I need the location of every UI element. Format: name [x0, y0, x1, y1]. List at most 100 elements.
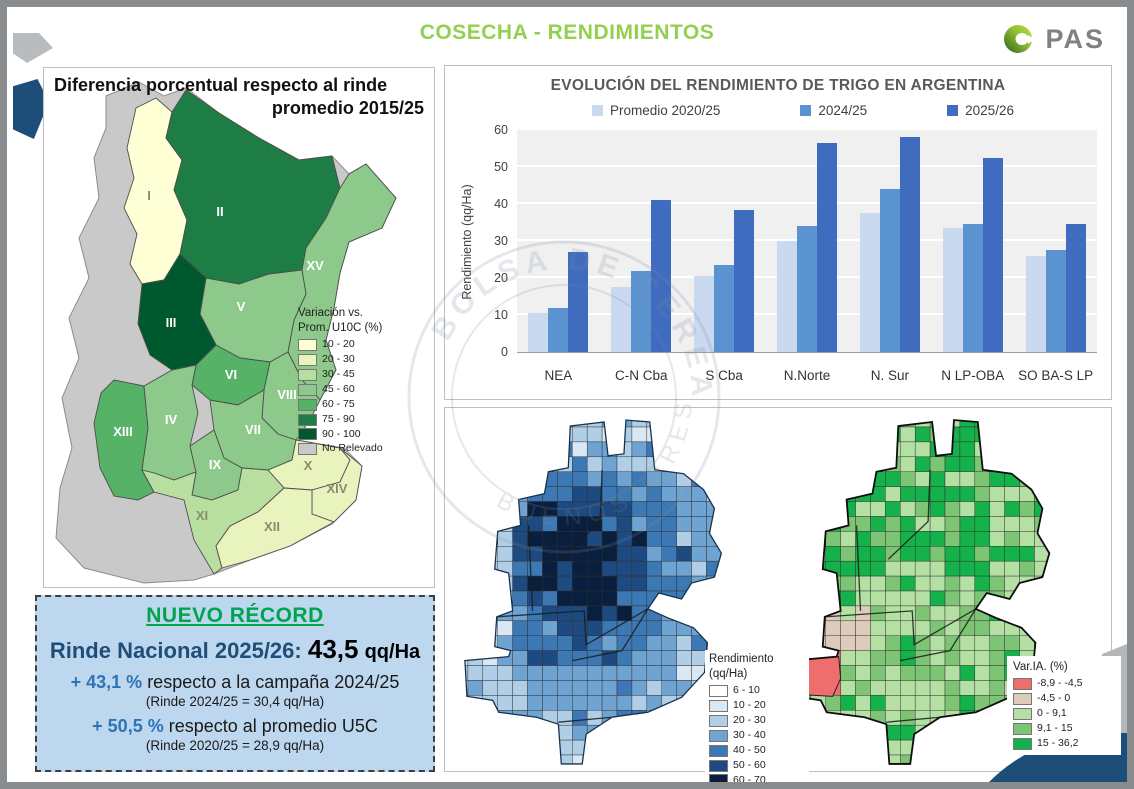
legend-swatch	[709, 759, 728, 772]
legend-swatch	[1013, 722, 1032, 735]
legend-swatch	[298, 443, 317, 456]
legend-label: 6 - 10	[733, 684, 760, 697]
legend-item: 75 - 90	[298, 413, 426, 427]
legend-label: 60 - 70	[733, 773, 766, 786]
pas-logo: PAS	[999, 19, 1105, 59]
pas-logo-text: PAS	[1045, 23, 1105, 54]
legend-swatch	[800, 105, 812, 116]
legend-label: 15 - 36,2	[1037, 736, 1079, 749]
legend-item: 90 - 100	[298, 428, 426, 442]
legend-label: 30 - 40	[733, 728, 766, 741]
y-tick: 10	[494, 308, 508, 323]
legend-label: 40 - 50	[733, 743, 766, 756]
legend-swatch	[709, 744, 728, 757]
legend-swatch	[298, 398, 317, 411]
bar	[942, 228, 963, 352]
legend-swatch	[709, 714, 728, 727]
legend-item: 60 - 70	[709, 773, 805, 786]
legend-item: 20 - 30	[709, 714, 805, 728]
bar-group-C-N Cba	[600, 130, 683, 352]
region-label-VI: VI	[225, 367, 237, 382]
legend-swatch	[298, 368, 317, 381]
legend-swatch	[1013, 707, 1032, 720]
x-tick-label: N.Norte	[783, 368, 831, 383]
x-axis-labels: NEA C-N Cba S Cba N.Norte N. Sur N LP-OBA SO B…	[517, 368, 1097, 383]
vs-average-line: + 50,5 % respecto al promedio U5C	[92, 716, 378, 736]
region-label-XIV: XIV	[327, 481, 348, 496]
x-tick-label: C-N Cba	[615, 368, 668, 383]
legend-item: 45 - 60	[298, 383, 426, 397]
legend-swatch	[298, 339, 317, 352]
bar-group-N LP-OBA	[931, 130, 1014, 352]
y-tick: 20	[494, 271, 508, 286]
bar	[734, 209, 755, 352]
legend-swatch	[298, 354, 317, 367]
yield-choropleth-map	[464, 419, 723, 765]
bar	[528, 313, 549, 352]
legend-label: -4,5 - 0	[1037, 692, 1071, 705]
legend-item: 0 - 9,1	[1013, 707, 1115, 721]
region-label-XII: XII	[264, 519, 280, 534]
legend-label: -8,9 - -4,5	[1037, 677, 1083, 690]
bar	[797, 226, 817, 352]
bar	[568, 252, 589, 352]
legend-label: 45 - 60	[322, 382, 355, 395]
region-label-XIII: XIII	[113, 424, 133, 439]
chart-title: EVOLUCIÓN DEL RENDIMIENTO DE TRIGO EN AR…	[550, 77, 1006, 94]
bar-group-SO BA-S LP	[1014, 130, 1097, 352]
legend-item: 30 - 45	[298, 368, 426, 382]
legend-label: 60 - 75	[322, 397, 355, 410]
bar	[777, 241, 797, 352]
legend-label: 0 - 9,1	[1037, 706, 1067, 719]
region-label-XI: XI	[196, 508, 208, 523]
bar	[1025, 255, 1046, 352]
x-tick-label: NEA	[544, 368, 573, 383]
region-label-V: V	[237, 299, 246, 314]
bar	[631, 270, 652, 352]
legend-swatch	[709, 700, 728, 713]
vs-average-note: (Rinde 2020/25 = 28,9 qq/Ha)	[145, 738, 325, 753]
legend-label: 30 - 45	[322, 368, 355, 381]
bar	[1045, 250, 1066, 352]
legend-swatch	[1013, 678, 1032, 691]
legend-label: 10 - 20	[733, 699, 766, 712]
y-tick: 60	[494, 123, 508, 137]
vs-campaign-note: (Rinde 2024/25 = 30,4 qq/Ha)	[145, 694, 325, 709]
region-label-III: III	[166, 315, 177, 330]
y-axis-label: Rendimiento (qq/Ha)	[460, 184, 474, 300]
legend-label: 90 - 100	[322, 427, 361, 440]
bar-group-N. Sur	[848, 130, 931, 352]
bar	[982, 157, 1003, 352]
legend-item: 10 - 20	[709, 699, 805, 713]
legend-label: 10 - 20	[322, 338, 355, 351]
chart-plot: 0 10 20 30 40 50 60	[494, 123, 1097, 359]
pas-swirl-icon	[1004, 25, 1036, 53]
legend-item: -4,5 - 0	[1013, 692, 1115, 706]
region-label-IX: IX	[209, 457, 222, 472]
legend-item: 30 - 40	[709, 729, 805, 743]
bar	[714, 265, 735, 352]
yield-map-legend: Rendimiento (qq/Ha) 6 - 10 10 - 20 20 - 30…	[705, 650, 809, 786]
legend-item: 40 - 50	[709, 744, 805, 758]
x-tick-label: N LP-OBA	[941, 368, 1005, 383]
bar	[899, 137, 920, 352]
record-callout-box: NUEVO RÉCORD Rinde Nacional 2025/26: 43,…	[35, 595, 435, 772]
bar	[1065, 224, 1086, 352]
legend-label: No Relevado	[322, 442, 383, 455]
legend-label: 20 - 30	[733, 714, 766, 727]
record-title: NUEVO RÉCORD	[146, 604, 324, 627]
bar	[859, 213, 880, 352]
legend-label: 75 - 90	[322, 412, 355, 425]
region-label-VIII: VIII	[277, 387, 297, 402]
national-yield-line: Rinde Nacional 2025/26: 43,5 qq/Ha	[49, 634, 421, 664]
national-map-panel: Diferencia porcentual respecto al rinde …	[43, 67, 435, 588]
x-tick-label: SO BA-S LP	[1018, 368, 1094, 383]
chart-legend-item: 2025/26	[947, 103, 1014, 118]
bar	[879, 189, 900, 352]
national-map-legend: Variación vs. Prom. U10C (%) 10 - 20 20 -…	[298, 306, 426, 457]
bar	[694, 276, 715, 352]
legend-swatch	[947, 105, 959, 116]
